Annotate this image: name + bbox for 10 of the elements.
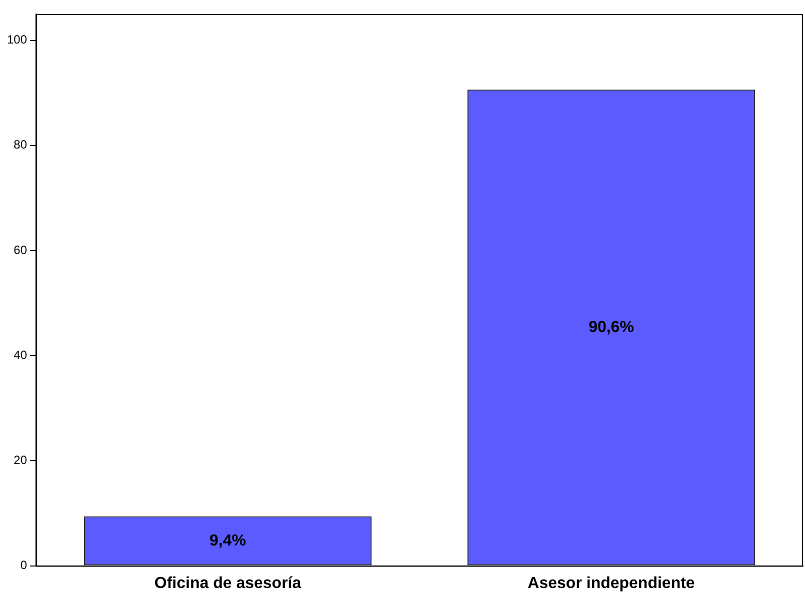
x-tick-label: Asesor independiente	[528, 574, 695, 592]
data-label: 9,4%	[210, 532, 246, 550]
y-tick-label: 20	[14, 453, 28, 468]
x-tick-label: Oficina de asesoría	[154, 574, 302, 592]
y-tick-label: 0	[20, 558, 28, 572]
y-tick-label: 80	[14, 138, 28, 152]
y-tick-label: 40	[14, 348, 28, 362]
y-tick-label: 100	[6, 32, 28, 47]
data-label: 90,6%	[588, 318, 634, 336]
y-tick-label: 60	[14, 242, 28, 257]
